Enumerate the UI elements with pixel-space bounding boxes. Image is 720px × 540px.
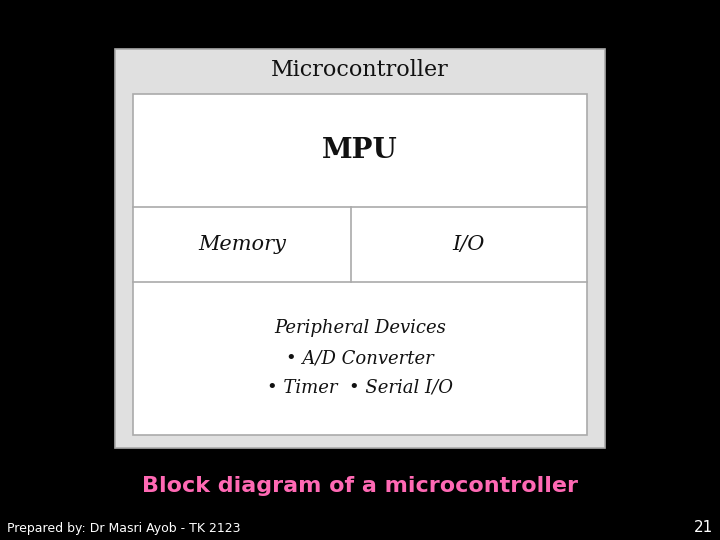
Bar [133, 94, 587, 435]
Text: 21: 21 [693, 519, 713, 535]
Text: Block diagram of a microcontroller: Block diagram of a microcontroller [142, 476, 578, 496]
Text: • Timer  • Serial I/O: • Timer • Serial I/O [267, 379, 453, 397]
Text: • A/D Converter: • A/D Converter [286, 349, 434, 367]
Text: MPU: MPU [322, 137, 398, 164]
Text: Microcontroller: Microcontroller [271, 59, 449, 81]
Text: Prepared by: Dr Masri Ayob - TK 2123: Prepared by: Dr Masri Ayob - TK 2123 [7, 522, 240, 535]
Bar [115, 49, 605, 448]
Text: I/O: I/O [453, 235, 485, 254]
Text: Memory: Memory [198, 235, 286, 254]
Text: Peripheral Devices: Peripheral Devices [274, 320, 446, 338]
